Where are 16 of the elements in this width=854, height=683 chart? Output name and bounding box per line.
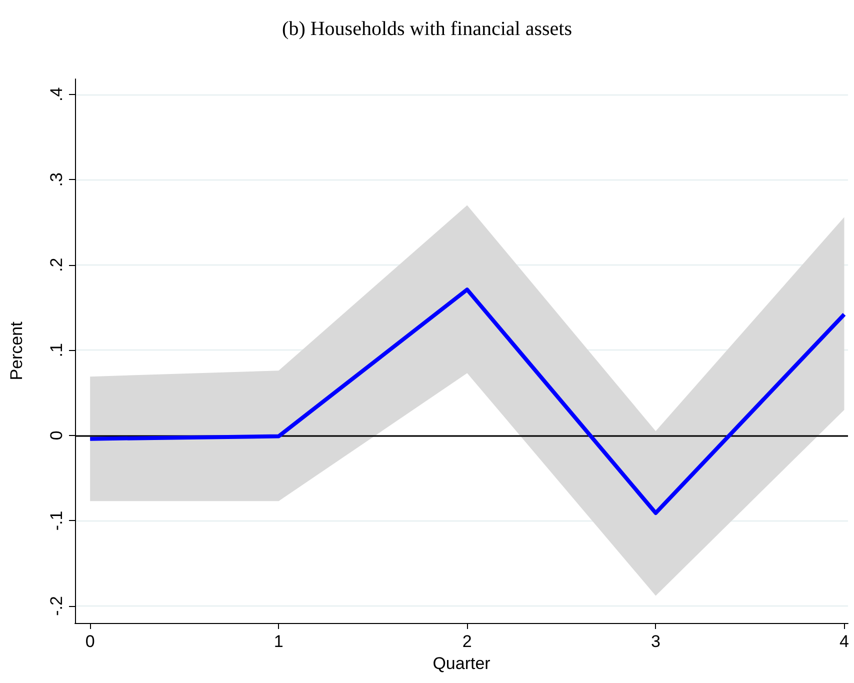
y-tick-label: .1	[47, 343, 66, 358]
y-tick-label: -.1	[47, 510, 66, 531]
y-axis-title: Percent	[7, 321, 26, 380]
chart-title: (b) Households with financial assets	[282, 18, 572, 40]
y-tick-label: .2	[47, 258, 66, 272]
x-tick-label: 4	[839, 632, 849, 651]
y-tick-label: .3	[47, 172, 66, 187]
x-axis-title: Quarter	[432, 654, 491, 673]
y-tick-label: 0	[47, 430, 66, 440]
x-tick-label: 3	[650, 632, 660, 651]
line-series	[88, 288, 846, 516]
x-tick-label: 2	[462, 632, 472, 651]
x-tick-label: 0	[85, 632, 95, 651]
x-tick-label: 1	[274, 632, 284, 651]
y-tick-label: .4	[47, 87, 66, 102]
y-tick-label: -.2	[47, 596, 66, 616]
